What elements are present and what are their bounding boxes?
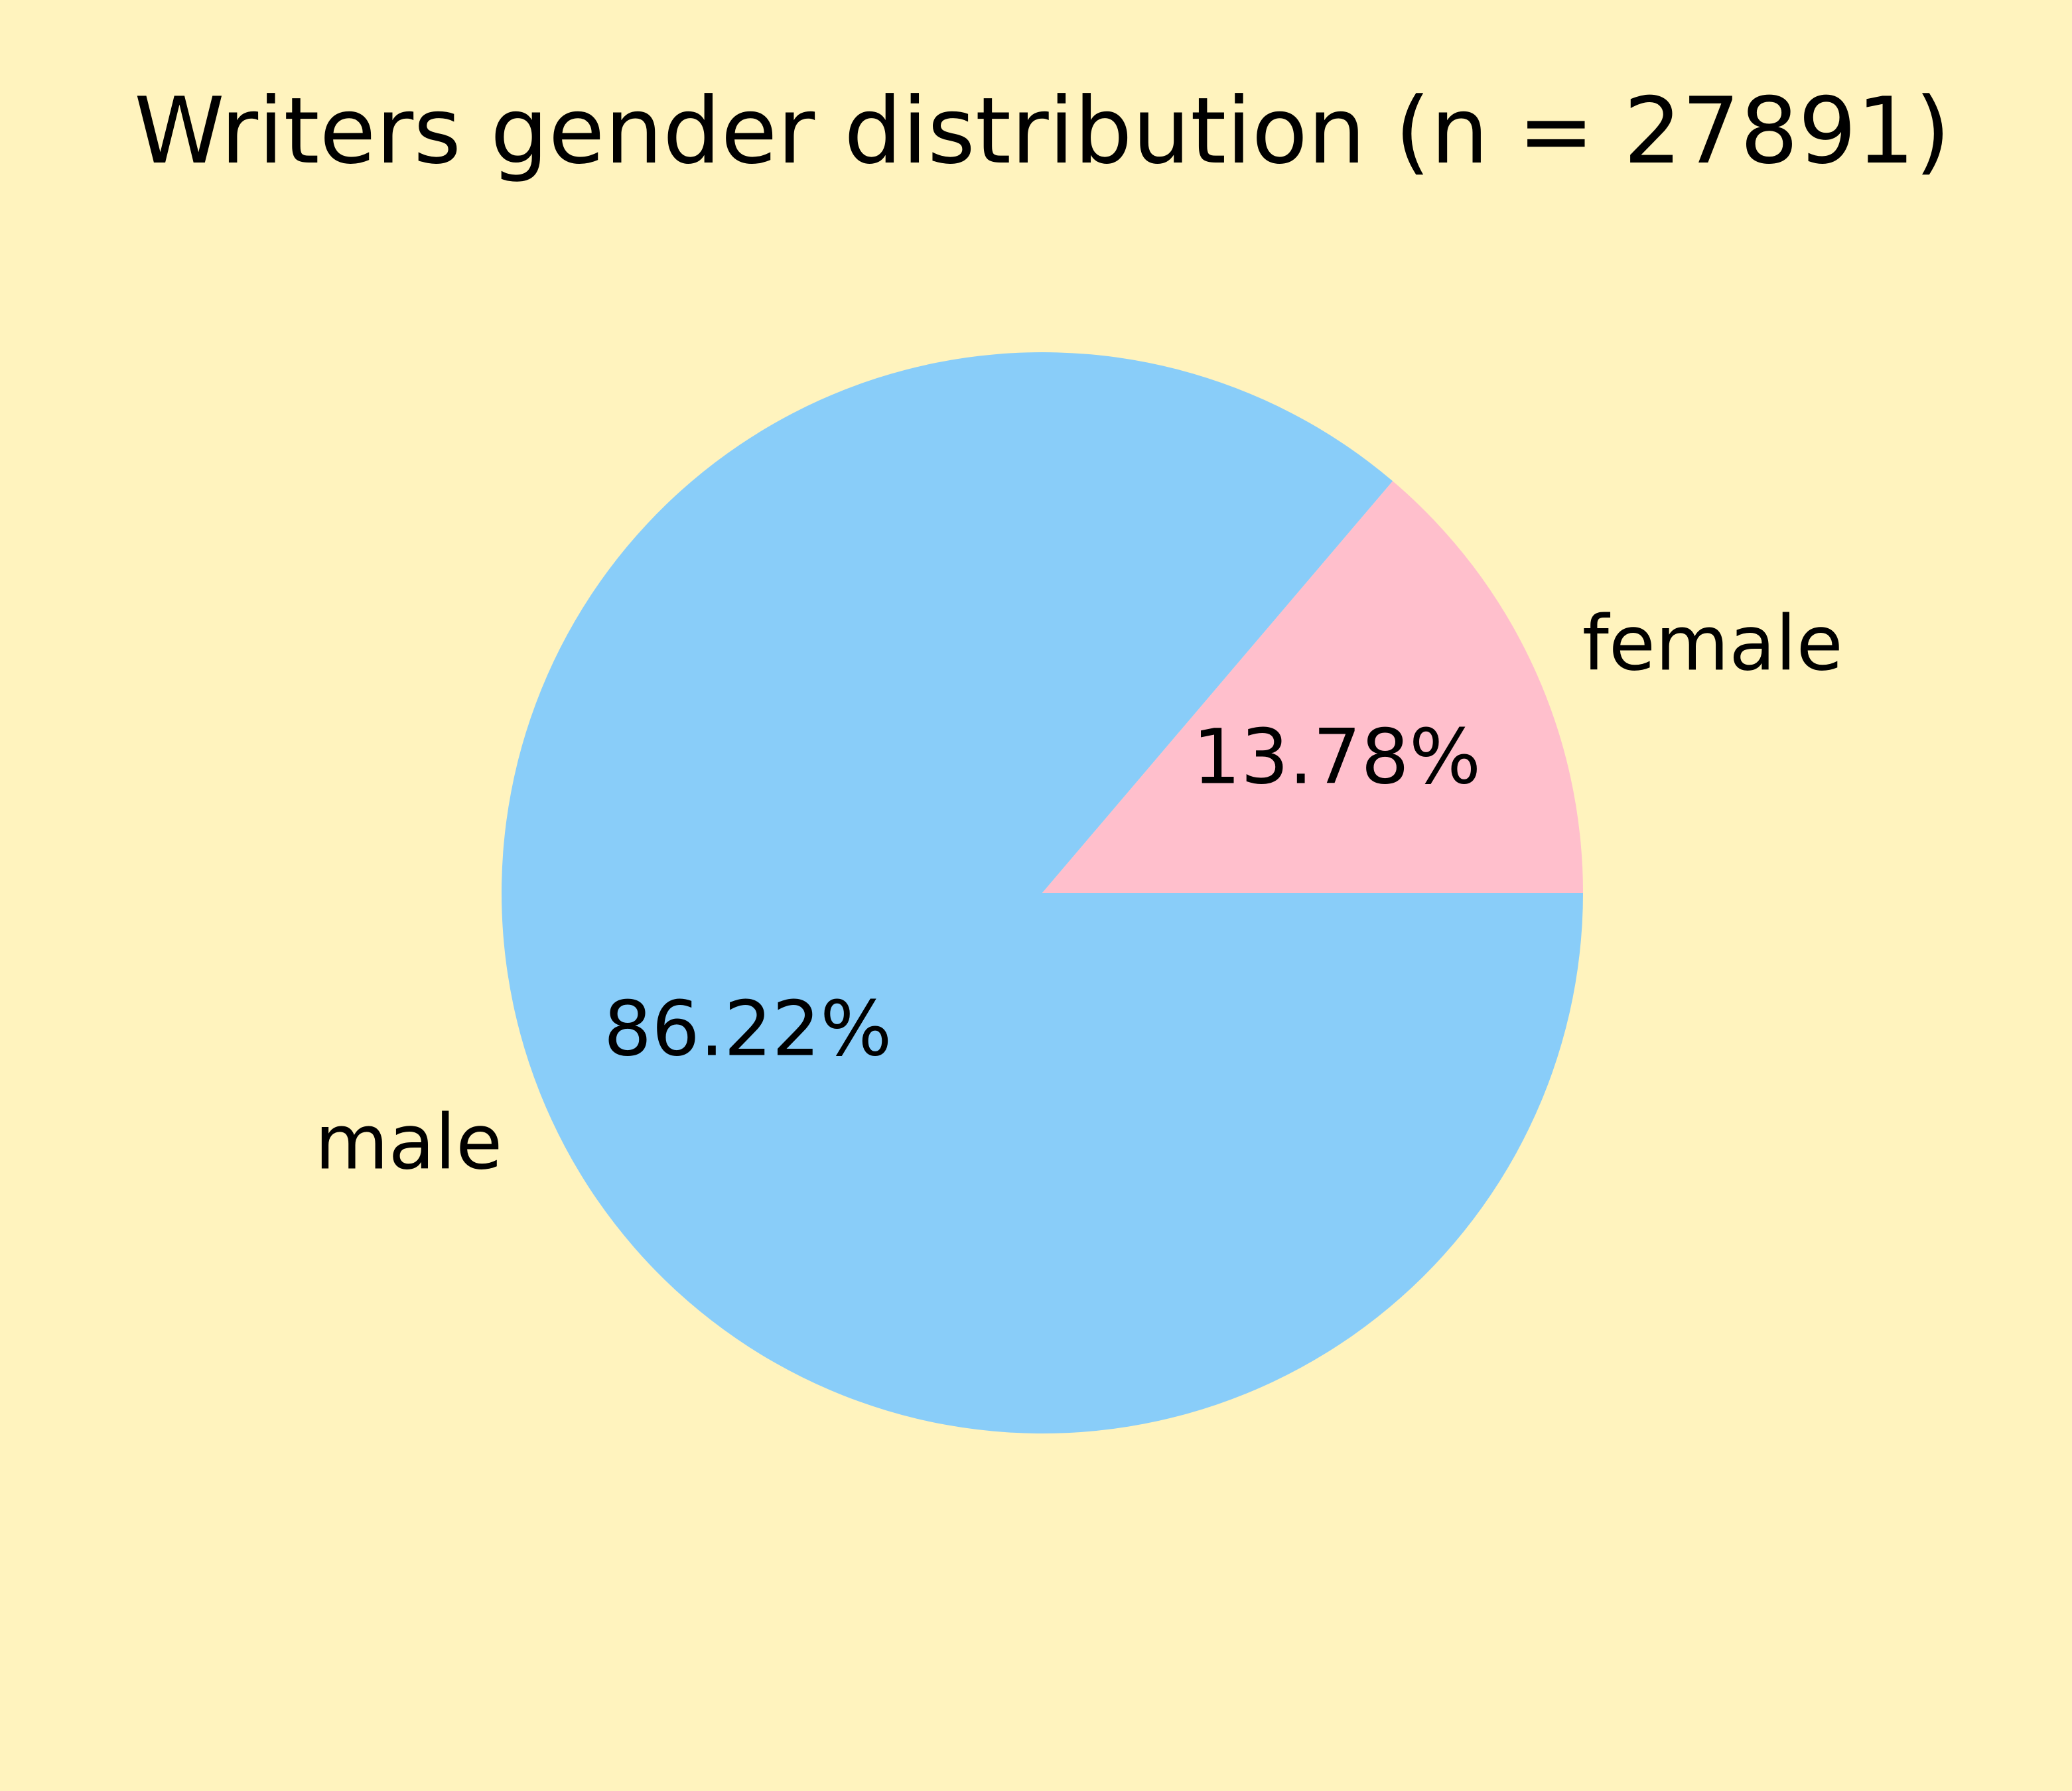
slice-label-male: male	[314, 1098, 502, 1187]
pie-labels: male 86.22% female 13.78%	[314, 599, 1842, 1186]
pie-slice-male	[501, 352, 1583, 1433]
pie-slices	[501, 352, 1583, 1433]
slice-label-female: female	[1582, 599, 1843, 687]
slice-percent-female: 13.78%	[1193, 712, 1482, 801]
pie-slice-female	[1042, 481, 1583, 893]
slice-percent-male: 86.22%	[604, 985, 892, 1073]
chart-title: Writers gender distribution (n = 27891)	[134, 78, 1951, 184]
